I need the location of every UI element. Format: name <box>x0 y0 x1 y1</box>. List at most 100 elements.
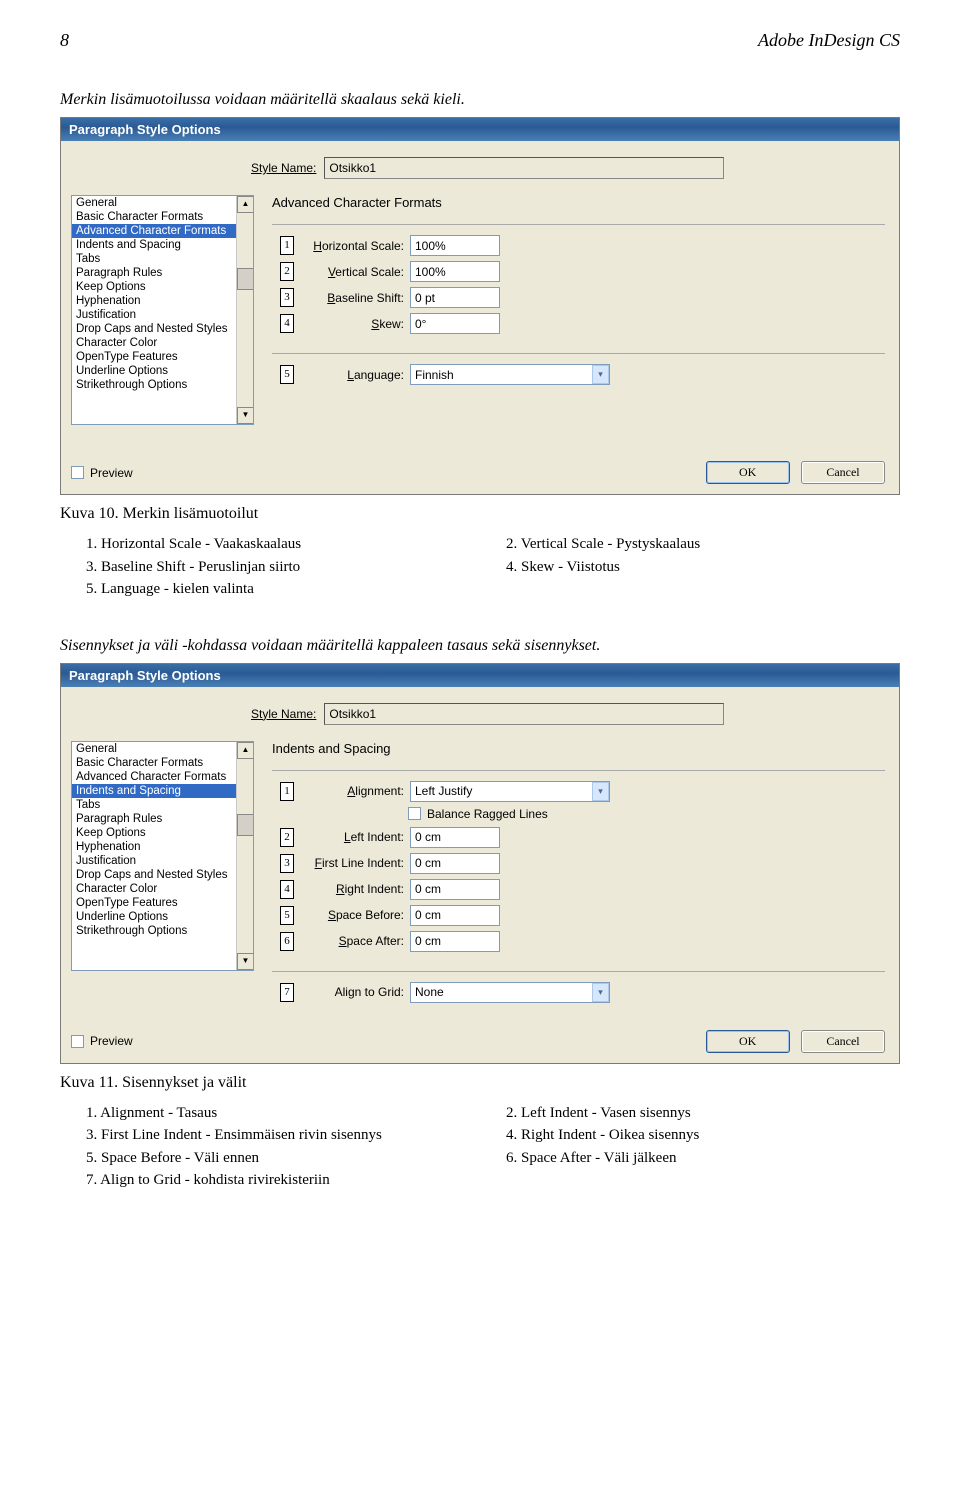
cat-tabs[interactable]: Tabs <box>72 252 253 266</box>
cat-underline[interactable]: Underline Options <box>72 364 253 378</box>
list-item: 5. Space Before - Väli ennen <box>86 1147 480 1170</box>
ok-button[interactable]: OK <box>706 461 790 484</box>
marker-4: 4 <box>280 314 294 333</box>
language-select[interactable] <box>410 364 610 385</box>
align-to-grid-select[interactable] <box>410 982 610 1003</box>
cat-opentype[interactable]: OpenType Features <box>72 350 253 364</box>
cancel-button[interactable]: Cancel <box>801 1030 885 1053</box>
cat-strike[interactable]: Strikethrough Options <box>72 924 253 938</box>
scroll-up-icon[interactable]: ▲ <box>237 742 254 759</box>
cancel-button[interactable]: Cancel <box>801 461 885 484</box>
align-group: 1 Alignment: ▾ Balance Ragged Lines 2 Le <box>272 770 885 961</box>
category-list[interactable]: General Basic Character Formats Advanced… <box>71 741 254 971</box>
marker-1: 1 <box>280 782 294 801</box>
list-item: 4. Right Indent - Oikea sisennys <box>506 1124 900 1147</box>
cat-justif[interactable]: Justification <box>72 308 253 322</box>
pane-title: Advanced Character Formats <box>272 195 885 210</box>
cat-tabs[interactable]: Tabs <box>72 798 253 812</box>
marker-2: 2 <box>280 262 294 281</box>
right-indent-input[interactable] <box>410 879 500 900</box>
first-line-indent-input[interactable] <box>410 853 500 874</box>
ok-button[interactable]: OK <box>706 1030 790 1053</box>
style-name-label: Style Name: <box>251 707 316 721</box>
cat-basic[interactable]: Basic Character Formats <box>72 756 253 770</box>
figure-caption-10: Kuva 10. Merkin lisämuotoilut <box>60 505 900 523</box>
cat-advanced[interactable]: Advanced Character Formats <box>72 224 253 238</box>
marker-7: 7 <box>280 983 294 1002</box>
label-skew: Skew: <box>300 317 404 331</box>
cat-hyphen[interactable]: Hyphenation <box>72 840 253 854</box>
space-before-input[interactable] <box>410 905 500 926</box>
paragraph-style-options-dialog-1: Paragraph Style Options Style Name: Gene… <box>60 117 900 495</box>
product-name: Adobe InDesign CS <box>758 30 900 51</box>
skew-input[interactable] <box>410 313 500 334</box>
preview-checkbox[interactable] <box>71 466 84 479</box>
cat-strike[interactable]: Strikethrough Options <box>72 378 253 392</box>
cat-general[interactable]: General <box>72 196 253 210</box>
marker-3: 3 <box>280 288 294 307</box>
list-item: 6. Space After - Väli jälkeen <box>506 1147 900 1170</box>
cat-drop[interactable]: Drop Caps and Nested Styles <box>72 868 253 882</box>
marker-3: 3 <box>280 854 294 873</box>
preview-label: Preview <box>90 1034 133 1048</box>
marker-5: 5 <box>280 906 294 925</box>
balance-ragged-label: Balance Ragged Lines <box>427 807 548 821</box>
list-item: 1. Horizontal Scale - Vaakaskaalaus <box>86 533 480 556</box>
label-left-indent: Left Indent: <box>300 830 404 844</box>
alignment-select[interactable] <box>410 781 610 802</box>
cat-drop[interactable]: Drop Caps and Nested Styles <box>72 322 253 336</box>
language-group: 5 Language: ▾ <box>272 353 885 394</box>
cat-underline[interactable]: Underline Options <box>72 910 253 924</box>
horizontal-scale-input[interactable] <box>410 235 500 256</box>
dialog-title: Paragraph Style Options <box>61 118 899 141</box>
cat-color[interactable]: Character Color <box>72 336 253 350</box>
cat-indents[interactable]: Indents and Spacing <box>72 238 253 252</box>
intro-1: Merkin lisämuotoilussa voidaan määritell… <box>60 91 900 109</box>
balance-ragged-checkbox[interactable] <box>408 807 421 820</box>
scroll-up-icon[interactable]: ▲ <box>237 196 254 213</box>
marker-4: 4 <box>280 880 294 899</box>
space-after-input[interactable] <box>410 931 500 952</box>
vertical-scale-input[interactable] <box>410 261 500 282</box>
left-indent-input[interactable] <box>410 827 500 848</box>
chevron-down-icon[interactable]: ▾ <box>592 782 609 801</box>
cat-keep[interactable]: Keep Options <box>72 280 253 294</box>
scroll-down-icon[interactable]: ▼ <box>237 407 254 424</box>
category-list[interactable]: General Basic Character Formats Advanced… <box>71 195 254 425</box>
scale-group: 1 Horizontal Scale: 2 Vertical Scale: 3 … <box>272 224 885 343</box>
label-space-after: Space After: <box>300 934 404 948</box>
list-item: 2. Vertical Scale - Pystyskaalaus <box>506 533 900 556</box>
label-hscale: Horizontal Scale: <box>300 239 404 253</box>
cat-justif[interactable]: Justification <box>72 854 253 868</box>
cat-rules[interactable]: Paragraph Rules <box>72 266 253 280</box>
scrollbar[interactable]: ▲ ▼ <box>236 196 253 424</box>
label-alignment: Alignment: <box>300 784 404 798</box>
list-item: 5. Language - kielen valinta <box>86 578 480 601</box>
chevron-down-icon[interactable]: ▾ <box>592 365 609 384</box>
list-item: 1. Alignment - Tasaus <box>86 1102 480 1125</box>
cat-opentype[interactable]: OpenType Features <box>72 896 253 910</box>
scroll-thumb[interactable] <box>237 814 254 836</box>
dialog-title: Paragraph Style Options <box>61 664 899 687</box>
style-name-input[interactable] <box>324 157 724 179</box>
baseline-shift-input[interactable] <box>410 287 500 308</box>
preview-checkbox[interactable] <box>71 1035 84 1048</box>
scroll-thumb[interactable] <box>237 268 254 290</box>
cat-advanced[interactable]: Advanced Character Formats <box>72 770 253 784</box>
cat-hyphen[interactable]: Hyphenation <box>72 294 253 308</box>
scrollbar[interactable]: ▲ ▼ <box>236 742 253 970</box>
cat-color[interactable]: Character Color <box>72 882 253 896</box>
chevron-down-icon[interactable]: ▾ <box>592 983 609 1002</box>
cat-basic[interactable]: Basic Character Formats <box>72 210 253 224</box>
label-right-indent: Right Indent: <box>300 882 404 896</box>
list-item: 7. Align to Grid - kohdista rivirekister… <box>86 1169 480 1192</box>
scroll-down-icon[interactable]: ▼ <box>237 953 254 970</box>
style-name-input[interactable] <box>324 703 724 725</box>
cat-general[interactable]: General <box>72 742 253 756</box>
cat-indents[interactable]: Indents and Spacing <box>72 784 253 798</box>
paragraph-style-options-dialog-2: Paragraph Style Options Style Name: Gene… <box>60 663 900 1064</box>
marker-2: 2 <box>280 828 294 847</box>
cat-keep[interactable]: Keep Options <box>72 826 253 840</box>
list-item: 2. Left Indent - Vasen sisennys <box>506 1102 900 1125</box>
cat-rules[interactable]: Paragraph Rules <box>72 812 253 826</box>
